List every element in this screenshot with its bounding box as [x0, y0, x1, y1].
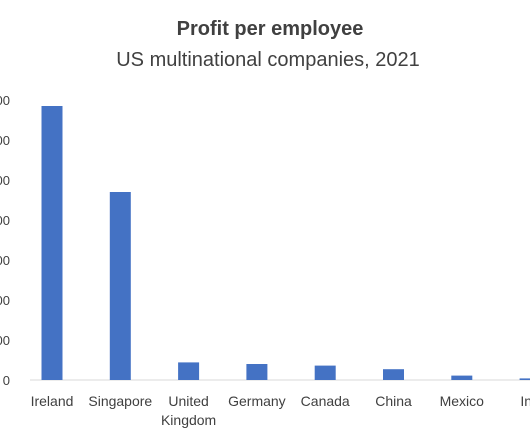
x-tick-label: United: [168, 393, 208, 409]
bar-ireland: [41, 106, 63, 380]
x-tick-label: Ireland: [31, 393, 74, 409]
y-tick-label: 00: [0, 253, 10, 268]
bar-china: [383, 369, 404, 380]
chart-subtitle: US multinational companies, 2021: [116, 49, 420, 71]
x-tick-label: Kingdom: [161, 412, 216, 428]
plot-area: 000000000000000IrelandSingaporeUnitedKin…: [0, 93, 530, 428]
x-tick-label: Ind: [520, 393, 530, 409]
x-tick-label: Mexico: [440, 393, 485, 409]
y-tick-label: 00: [0, 173, 10, 188]
bar-india: [519, 378, 530, 380]
bar-united-kingdom: [178, 362, 200, 380]
y-tick-label: 00: [0, 293, 10, 308]
y-tick-label: 0: [3, 373, 10, 388]
bar-singapore: [109, 192, 131, 380]
x-tick-label: Singapore: [88, 393, 152, 409]
bar-canada: [314, 365, 336, 380]
x-tick-label: China: [375, 393, 412, 409]
x-tick-label: Canada: [301, 393, 350, 409]
bar-germany: [246, 364, 268, 380]
bar-mexico: [451, 375, 473, 380]
x-tick-label: Germany: [228, 393, 286, 409]
y-tick-label: 00: [0, 213, 10, 228]
y-tick-label: 00: [0, 133, 10, 148]
chart-title: Profit per employee: [177, 18, 364, 40]
y-tick-label: 00: [0, 333, 10, 348]
y-tick-label: 00: [0, 93, 10, 108]
